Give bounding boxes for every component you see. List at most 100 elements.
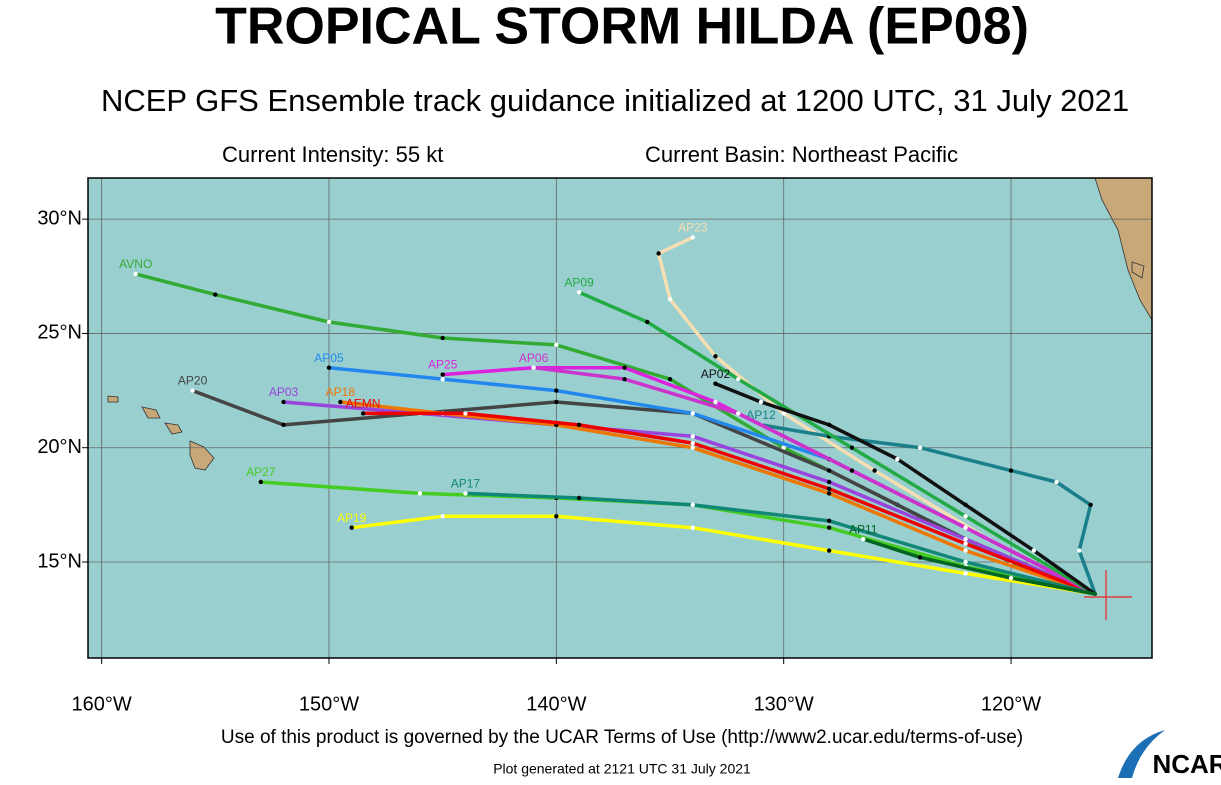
track-point <box>826 486 832 492</box>
track-point <box>463 491 468 496</box>
track <box>861 537 1097 596</box>
track-point <box>554 388 559 393</box>
track-point <box>326 365 332 370</box>
track <box>531 365 1097 596</box>
track-point <box>554 399 559 405</box>
track-point <box>690 502 695 508</box>
track-label: AP11 <box>849 522 878 536</box>
y-tick-label: 25°N <box>37 322 82 344</box>
track-point <box>895 456 900 462</box>
track-point <box>849 468 855 473</box>
track-point <box>690 411 695 416</box>
track-point <box>963 548 968 553</box>
track-point <box>963 514 968 519</box>
track-point <box>531 365 536 370</box>
track-point <box>576 422 582 428</box>
track-label: AP19 <box>337 511 367 525</box>
track-point <box>963 571 968 576</box>
track-point <box>758 399 764 405</box>
track-point <box>326 319 332 325</box>
track-label: AVNO <box>119 257 152 271</box>
track-point <box>1088 502 1093 508</box>
track-point <box>440 514 445 519</box>
track-point <box>781 411 786 416</box>
track-point <box>826 468 832 473</box>
track-label: AP18 <box>326 385 356 399</box>
track-point <box>656 251 661 256</box>
track-point <box>849 445 855 450</box>
track-point <box>690 440 695 446</box>
track-point <box>917 445 923 450</box>
track-point <box>963 536 968 542</box>
track-point <box>1031 548 1036 553</box>
track-point <box>463 411 468 416</box>
track-point <box>360 411 366 416</box>
track-point <box>826 518 832 524</box>
track-label: AP20 <box>178 374 208 388</box>
track-label: AP27 <box>246 465 276 479</box>
track-point <box>576 495 582 501</box>
track-label: AP23 <box>678 221 708 235</box>
y-tick-label: 15°N <box>37 550 82 572</box>
track-point <box>667 376 673 382</box>
track-point <box>576 290 582 295</box>
track-point <box>622 376 627 382</box>
land <box>107 178 1152 471</box>
track-point <box>690 525 695 530</box>
x-tick-label: 160°W <box>72 693 132 715</box>
track-point <box>690 434 695 439</box>
track <box>190 388 1097 596</box>
y-tick-label: 20°N <box>37 436 82 458</box>
track-point <box>133 271 138 277</box>
track-point <box>440 376 445 382</box>
subtitle: NCEP GFS Ensemble track guidance initial… <box>101 83 1129 118</box>
track-point <box>190 388 195 393</box>
intensity: Current Intensity: 55 kt <box>222 142 443 167</box>
x-tick-label: 140°W <box>526 693 586 715</box>
track-point <box>1008 468 1014 473</box>
track-point <box>872 468 877 473</box>
footer: Use of this product is governed by the U… <box>221 727 1023 748</box>
x-tick-label: 120°W <box>981 693 1041 715</box>
track-label: AP02 <box>701 367 731 381</box>
track-point <box>213 292 218 297</box>
track-point <box>963 541 968 546</box>
track-point <box>338 399 343 405</box>
track-point <box>1077 548 1082 553</box>
track-point <box>826 491 832 496</box>
track-point <box>826 479 832 485</box>
track-label: AP03 <box>269 385 299 399</box>
track-point <box>1008 575 1014 581</box>
track-point <box>349 525 354 530</box>
track-point <box>736 411 741 416</box>
track-point <box>690 445 695 450</box>
ocean <box>88 178 1152 658</box>
track-point <box>690 235 695 240</box>
track-label: AP12 <box>746 408 776 422</box>
basin: Current Basin: Northeast Pacific <box>645 142 958 167</box>
track-point <box>622 365 627 370</box>
track-point <box>917 555 923 560</box>
track-point <box>713 354 718 359</box>
frame <box>87 177 1153 659</box>
track-point <box>713 399 718 405</box>
track-point <box>554 342 559 348</box>
title: TROPICAL STORM HILDA (EP08) <box>215 0 1029 56</box>
x-tick-label: 130°W <box>754 693 814 715</box>
track-point <box>736 376 741 382</box>
track-point <box>554 514 559 519</box>
y-tick-label: 30°N <box>37 207 82 229</box>
track-point <box>826 525 832 530</box>
logo-swoosh <box>1118 730 1165 778</box>
track-point <box>963 559 968 565</box>
track-point <box>258 479 263 485</box>
storm-position <box>1084 570 1132 620</box>
track-point <box>1054 479 1059 485</box>
track-point <box>963 525 968 530</box>
track-label: AP06 <box>519 351 549 365</box>
track-point <box>440 335 445 341</box>
track-point <box>281 399 286 405</box>
generated: Plot generated at 2121 UTC 31 July 2021 <box>493 761 751 777</box>
track-point <box>645 319 650 325</box>
